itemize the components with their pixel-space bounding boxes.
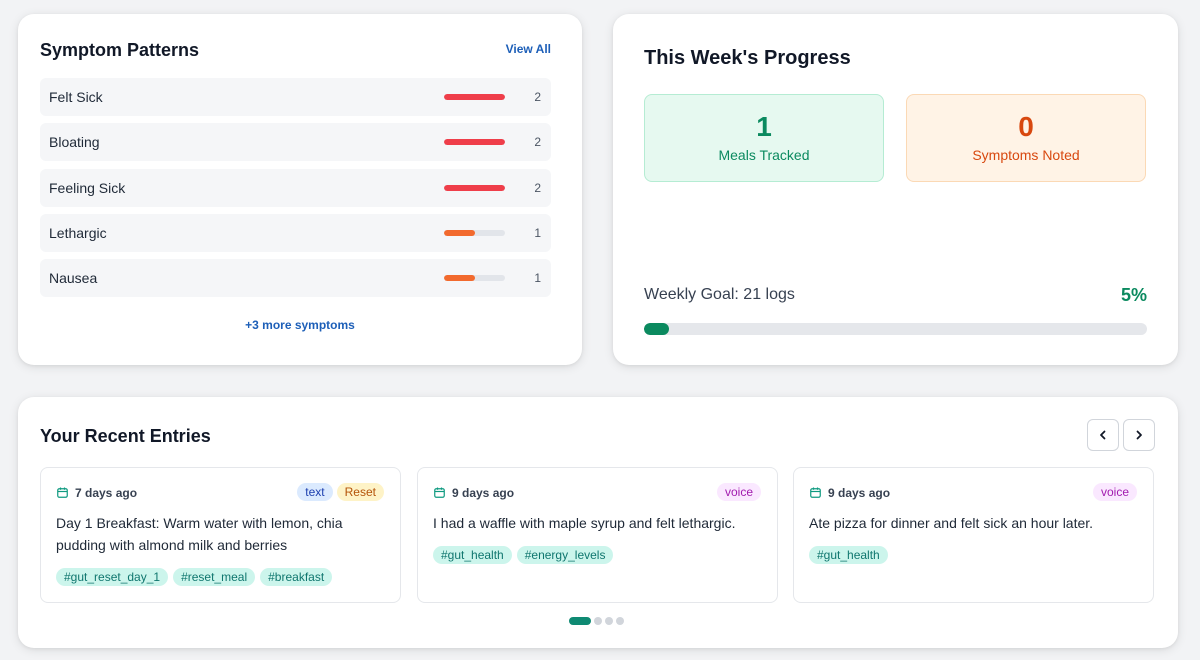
symptom-count: 2 (534, 90, 541, 104)
symptom-row[interactable]: Feeling Sick 2 (40, 168, 551, 207)
symptom-row[interactable]: Bloating 2 (40, 123, 551, 162)
next-entries-button[interactable] (1123, 419, 1155, 451)
symptom-patterns-title: Symptom Patterns (40, 40, 200, 60)
view-all-link[interactable]: View All (505, 42, 551, 56)
symptom-count: 1 (534, 225, 541, 240)
chevron-right-icon (1136, 430, 1142, 440)
calendar-icon (434, 487, 445, 498)
previous-entries-button[interactable] (1087, 419, 1119, 451)
entry-badges: voice (1092, 483, 1137, 501)
pagination-dot[interactable] (605, 617, 613, 625)
symptom-list: Felt Sick 2 Bloating 2 Feeling Sick 2 Le… (40, 78, 551, 304)
meals-tracked-label: Meals Tracked (718, 147, 810, 163)
entry-text: Day 1 Breakfast: Warm water with lemon, … (56, 515, 343, 553)
more-symptoms-link[interactable]: +3 more symptoms (245, 318, 355, 332)
weekly-goal-progress-bar (644, 323, 1147, 335)
weekly-progress-card: This Week's Progress 1 Meals Tracked 0 S… (613, 14, 1178, 365)
symptom-name: Lethargic (49, 224, 107, 241)
entry-tag[interactable]: #reset_meal (173, 568, 256, 586)
weekly-goal-progress-fill (644, 323, 670, 335)
entry-type-badge: text (297, 483, 333, 501)
symptom-frequency-fill (444, 229, 475, 236)
entry-date: 9 days ago (452, 486, 515, 500)
symptom-count: 2 (534, 180, 541, 195)
chevron-left-icon (1100, 430, 1106, 440)
weekly-goal-label: Weekly Goal: 21 logs (644, 286, 795, 303)
meals-tracked-stat: 1 Meals Tracked (644, 94, 884, 182)
entry-date: 9 days ago (828, 486, 891, 500)
weekly-goal-percent: 5% (1120, 285, 1147, 305)
symptom-row[interactable]: Lethargic 1 (40, 213, 551, 252)
symptom-row[interactable]: Felt Sick 2 (40, 78, 551, 116)
entry-card[interactable]: 9 days ago voice I had a waffle with map… (417, 467, 778, 603)
entry-tags: #gut_health #energy_levels (433, 546, 614, 564)
symptom-frequency-bar (444, 229, 505, 236)
symptoms-noted-stat: 0 Symptoms Noted (906, 94, 1146, 182)
entry-text: Ate pizza for dinner and felt sick an ho… (809, 515, 1094, 531)
entry-type-badge: voice (716, 483, 761, 501)
carousel-pagination (569, 617, 624, 625)
entry-tags: #gut_health (809, 546, 888, 564)
symptom-name: Felt Sick (49, 89, 103, 105)
symptom-frequency-fill (444, 139, 505, 146)
symptom-frequency-bar (444, 139, 505, 146)
meals-tracked-value: 1 (756, 111, 772, 142)
symptom-frequency-bar (444, 275, 505, 282)
entry-card[interactable]: 7 days ago text Reset Day 1 Breakfast: W… (40, 467, 401, 603)
symptom-frequency-fill (444, 275, 475, 282)
entry-date: 7 days ago (75, 486, 138, 500)
entry-card[interactable]: 9 days ago voice Ate pizza for dinner an… (793, 467, 1154, 603)
calendar-icon (810, 487, 821, 498)
calendar-icon (57, 487, 68, 498)
symptoms-noted-value: 0 (1018, 111, 1034, 142)
symptom-name: Feeling Sick (49, 179, 126, 196)
recent-entries-card: Your Recent Entries 7 days ago text Rese… (18, 397, 1178, 648)
symptom-name: Nausea (49, 270, 98, 287)
symptom-patterns-card: Symptom Patterns View All Felt Sick 2 Bl… (18, 14, 582, 365)
symptoms-noted-label: Symptoms Noted (972, 147, 1080, 163)
entry-type-badge: voice (1092, 483, 1137, 501)
symptom-frequency-fill (444, 94, 505, 100)
entry-badges: voice (716, 483, 761, 501)
symptom-frequency-bar (444, 94, 505, 100)
symptom-row[interactable]: Nausea 1 (40, 259, 551, 298)
entry-badges: text Reset (297, 483, 384, 501)
symptom-count: 2 (534, 135, 541, 150)
pagination-dot[interactable] (616, 617, 624, 625)
entry-tags: #gut_reset_day_1 #reset_meal #breakfast (56, 568, 333, 586)
symptom-name: Bloating (49, 134, 100, 151)
symptom-count: 1 (534, 271, 541, 286)
entry-reset-badge: Reset (336, 483, 384, 501)
symptom-frequency-fill (444, 184, 505, 191)
entry-tag[interactable]: #gut_reset_day_1 (56, 568, 169, 586)
entry-tag[interactable]: #gut_health (809, 546, 888, 564)
recent-entries-title: Your Recent Entries (40, 426, 211, 446)
pagination-dot[interactable] (569, 617, 591, 625)
entry-tag[interactable]: #gut_health (433, 546, 512, 564)
weekly-progress-title: This Week's Progress (644, 47, 851, 69)
entry-text: I had a waffle with maple syrup and felt… (433, 515, 736, 531)
entry-tag[interactable]: #breakfast (260, 568, 333, 586)
pagination-dot[interactable] (594, 617, 602, 625)
entry-tag[interactable]: #energy_levels (516, 546, 614, 564)
symptom-frequency-bar (444, 184, 505, 191)
